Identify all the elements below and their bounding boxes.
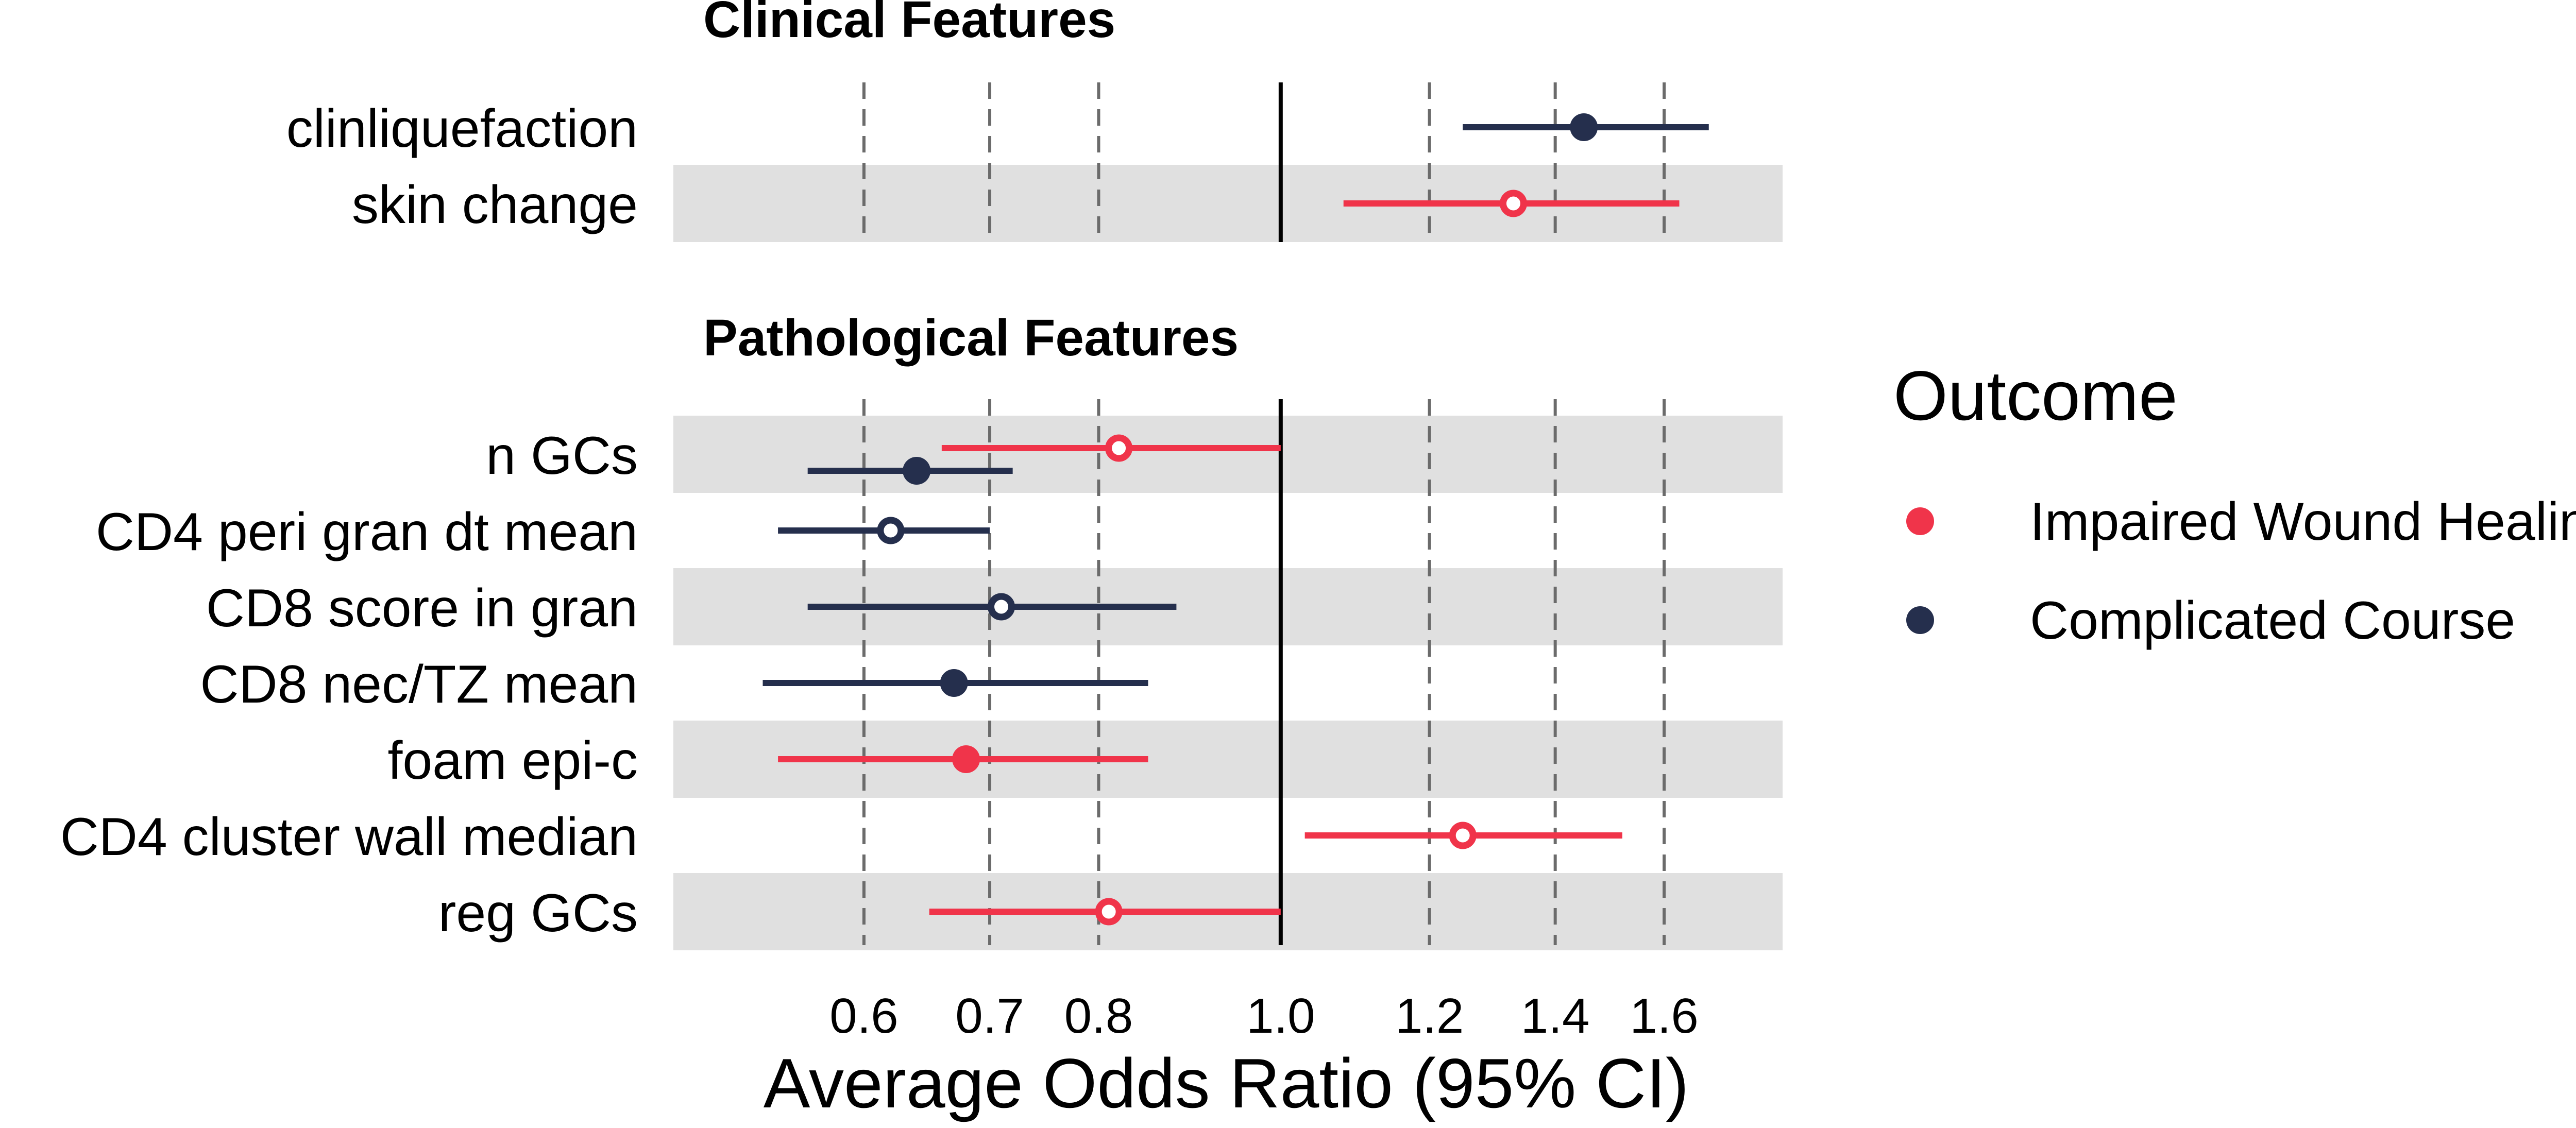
x-axis-label: Average Odds Ratio (95% CI): [764, 1044, 1689, 1122]
group-titles: Clinical Features Pathological Features: [703, 0, 1239, 367]
estimate-point: [1499, 190, 1527, 217]
x-tick-label: 1.4: [1521, 988, 1589, 1044]
row-label: CD4 cluster wall median: [60, 807, 638, 867]
group-title: Pathological Features: [703, 309, 1239, 367]
estimate-point: [952, 745, 980, 773]
row-label: foam epi-c: [387, 731, 638, 791]
legend-label: Impaired Wound Healing: [2030, 492, 2576, 552]
estimate-point: [987, 593, 1015, 621]
legend-label: Complicated Course: [2030, 591, 2515, 651]
estimate-point: [903, 457, 931, 485]
legend-key: [1906, 507, 1934, 535]
row-label: n GCs: [486, 426, 638, 486]
estimate-point: [1449, 822, 1477, 849]
estimate-point: [1570, 113, 1598, 141]
x-tick-label: 1.0: [1246, 988, 1315, 1044]
gridlines: [862, 82, 1666, 945]
legend-entries: Impaired Wound Healing Complicated Course: [1906, 492, 2576, 651]
estimate-point: [877, 517, 905, 544]
marks: [762, 113, 1709, 926]
legend-title: Outcome: [1893, 356, 2178, 435]
row-label: CD8 score in gran: [206, 578, 638, 638]
x-tick-label: 0.7: [955, 988, 1024, 1044]
row-band: [673, 416, 1783, 493]
legend-key: [1906, 606, 1934, 634]
row-label: CD4 peri gran dt mean: [96, 502, 638, 562]
estimate-point: [1105, 434, 1133, 462]
x-tick-label: 1.6: [1630, 988, 1698, 1044]
group-title: Clinical Features: [703, 0, 1115, 48]
row-label: skin change: [352, 175, 638, 235]
row-label: reg GCs: [438, 883, 638, 943]
estimate-point: [940, 669, 968, 697]
row-label: CD8 nec/TZ mean: [200, 655, 638, 714]
x-axis-ticks: 0.6 0.7 0.8 1.0 1.2 1.4 1.6: [829, 988, 1699, 1044]
legend: Outcome Impaired Wound Healing Complicate…: [1893, 356, 2576, 651]
x-tick-label: 0.8: [1064, 988, 1133, 1044]
x-tick-label: 0.6: [829, 988, 898, 1044]
estimate-point: [1095, 898, 1123, 926]
row-label: clinliquefaction: [286, 99, 638, 159]
x-tick-label: 1.2: [1395, 988, 1464, 1044]
row-labels: clinliquefaction skin change n GCs CD4 peri…: [60, 99, 638, 943]
